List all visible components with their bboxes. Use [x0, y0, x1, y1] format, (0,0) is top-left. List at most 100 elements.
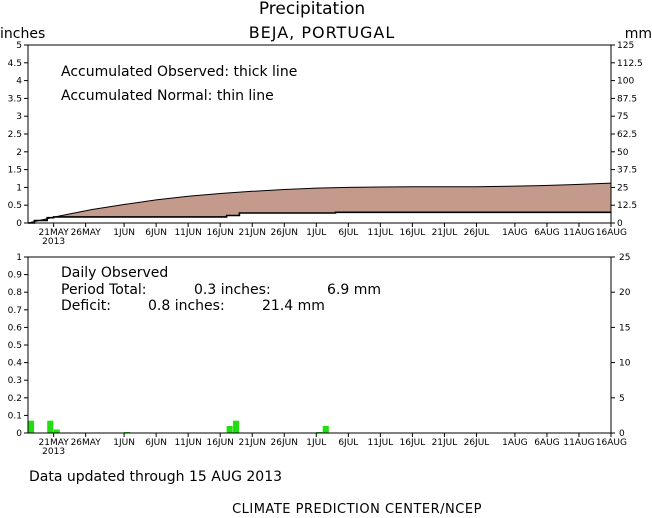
bottom-left-tick-label: 0 [16, 429, 22, 439]
period-total-label: Period Total: [61, 282, 147, 298]
bottom-left-tick-label: 0.7 [8, 306, 22, 316]
bottom-right-tick-label: 5 [619, 394, 625, 404]
top-left-tick-label: 4.5 [8, 59, 22, 69]
deficit-label: Deficit: [61, 298, 111, 314]
bottom-right-tick-label: 15 [619, 323, 630, 333]
top-x-tick-label: 21JUN [239, 228, 266, 238]
top-x-tick-label: 26MAY [71, 228, 102, 238]
top-x-tick-label: 6JUN [145, 228, 167, 238]
daily-observed-label: Daily Observed [61, 265, 168, 281]
data-updated-note: Data updated through 15 AUG 2013 [29, 469, 282, 485]
bottom-x-tick-label: 6JUN [145, 438, 167, 448]
top-left-tick-label: 1 [16, 183, 22, 193]
bottom-right-tick-label: 25 [619, 253, 630, 263]
bottom-x-axis: 21MAY 26MAY 1JUN 6JUN 11JUN 16JUN 21JUN 26JUN 1J… [39, 433, 627, 457]
top-x-tick-label: 21JUL [432, 228, 458, 238]
top-x-tick-label: 6JUL [338, 228, 358, 238]
chart-title: Precipitation [259, 0, 365, 19]
deficit-mm: 21.4 mm [262, 298, 325, 314]
period-total-inches: 0.3 inches: [194, 282, 271, 298]
daily-panel: 0 0.1 0.2 0.3 0.4 0.5 0.6 0.7 0.8 0.9 1 0 5 10 15 20 25… [8, 253, 631, 457]
bottom-left-tick-label: 0.4 [8, 359, 23, 369]
top-right-tick-label: 62.5 [617, 130, 637, 140]
accumulated-panel: 0 0.5 1 1.5 2 2.5 3 3.5 4 4.5 5 0 12.5 25 37.5 50 62.5 7… [8, 41, 643, 247]
bottom-right-axis: 0 5 10 15 20 25 [611, 253, 631, 439]
right-unit-label: mm [625, 26, 652, 42]
bottom-x-tick-label: 26JUN [271, 438, 298, 448]
bottom-right-tick-label: 10 [619, 359, 631, 369]
top-left-tick-label: 4 [16, 77, 22, 87]
bottom-x-tick-label: 11JUL [368, 438, 394, 448]
top-left-tick-label: 1.5 [8, 166, 22, 176]
left-unit-label: inches [0, 26, 45, 42]
top-x-tick-label: 26JUL [464, 228, 490, 238]
chart-location: BEJA, PORTUGAL [249, 23, 396, 42]
top-left-tick-label: 5 [16, 41, 22, 51]
top-right-tick-label: 100 [617, 77, 634, 87]
top-left-tick-label: 0.5 [8, 201, 22, 211]
top-x-tick-label: 16AUG [596, 228, 627, 238]
top-x-year-label: 2013 [42, 237, 65, 247]
top-x-tick-label: 16JUN [206, 228, 233, 238]
bottom-x-tick-label: 21MAY [39, 438, 70, 448]
bottom-x-tick-label: 1JUN [113, 438, 135, 448]
top-x-tick-label: 21MAY [39, 228, 70, 238]
daily-bar [47, 420, 54, 433]
bottom-x-tick-label: 21JUN [239, 438, 266, 448]
top-x-tick-label: 11JUN [174, 228, 201, 238]
bottom-left-tick-label: 0.8 [8, 288, 23, 298]
top-right-axis: 0 12.5 25 37.5 50 62.5 75 87.5 100 112.5 125 [611, 41, 643, 229]
bottom-left-tick-label: 0.3 [8, 376, 22, 386]
bottom-x-tick-label: 6JUL [338, 438, 358, 448]
top-right-tick-label: 37.5 [617, 166, 637, 176]
deficit-inches: 0.8 inches: [148, 298, 225, 314]
bottom-x-tick-label: 16AUG [596, 438, 627, 448]
bottom-left-tick-label: 0.1 [8, 411, 22, 421]
bottom-left-tick-label: 0.6 [8, 323, 23, 333]
top-right-tick-label: 12.5 [617, 201, 637, 211]
legend-observed: Accumulated Observed: thick line [61, 64, 297, 80]
top-right-tick-label: 87.5 [617, 94, 637, 104]
top-x-tick-label: 6AUG [534, 228, 559, 238]
top-x-tick-label: 26JUN [271, 228, 298, 238]
bottom-x-tick-label: 11JUN [174, 438, 201, 448]
bottom-x-tick-label: 16JUL [400, 438, 426, 448]
daily-bar [53, 429, 60, 433]
top-right-tick-label: 75 [617, 112, 628, 122]
top-x-tick-label: 11AUG [563, 228, 594, 238]
top-x-tick-label: 1JUL [306, 228, 326, 238]
period-total-mm: 6.9 mm [327, 282, 381, 298]
top-right-tick-label: 125 [617, 41, 634, 51]
top-x-tick-label: 11JUL [368, 228, 394, 238]
top-right-tick-label: 112.5 [617, 59, 643, 69]
daily-bar [226, 425, 233, 433]
bottom-left-tick-label: 0.9 [8, 271, 23, 281]
top-left-tick-label: 3.5 [8, 94, 22, 104]
bottom-x-tick-label: 11AUG [563, 438, 594, 448]
bottom-x-tick-label: 21JUL [432, 438, 458, 448]
bottom-left-tick-label: 1 [16, 253, 22, 263]
bottom-right-tick-label: 0 [619, 429, 625, 439]
bottom-left-axis: 0 0.1 0.2 0.3 0.4 0.5 0.6 0.7 0.8 0.9 1 [8, 253, 28, 439]
top-left-axis: 0 0.5 1 1.5 2 2.5 3 3.5 4 4.5 5 [8, 41, 28, 229]
bottom-x-tick-label: 16JUN [206, 438, 233, 448]
top-right-tick-label: 50 [617, 148, 629, 158]
bottom-left-tick-label: 0.2 [8, 394, 22, 404]
top-left-tick-label: 3 [16, 112, 22, 122]
normal-accumulation-line [27, 182, 612, 224]
daily-bar [28, 420, 35, 433]
top-right-tick-label: 25 [617, 183, 628, 193]
daily-bar [322, 425, 329, 433]
bottom-x-tick-label: 1AUG [502, 438, 527, 448]
top-left-tick-label: 0 [16, 219, 22, 229]
legend-normal: Accumulated Normal: thin line [61, 88, 274, 104]
observed-accumulation-line [28, 211, 611, 224]
daily-bar [233, 420, 240, 433]
top-x-tick-label: 16JUL [400, 228, 426, 238]
bottom-left-tick-label: 0.5 [8, 341, 22, 351]
top-left-tick-label: 2.5 [8, 130, 22, 140]
bottom-x-tick-label: 6AUG [534, 438, 559, 448]
bottom-x-tick-label: 26MAY [71, 438, 102, 448]
bottom-x-year-label: 2013 [42, 447, 65, 457]
